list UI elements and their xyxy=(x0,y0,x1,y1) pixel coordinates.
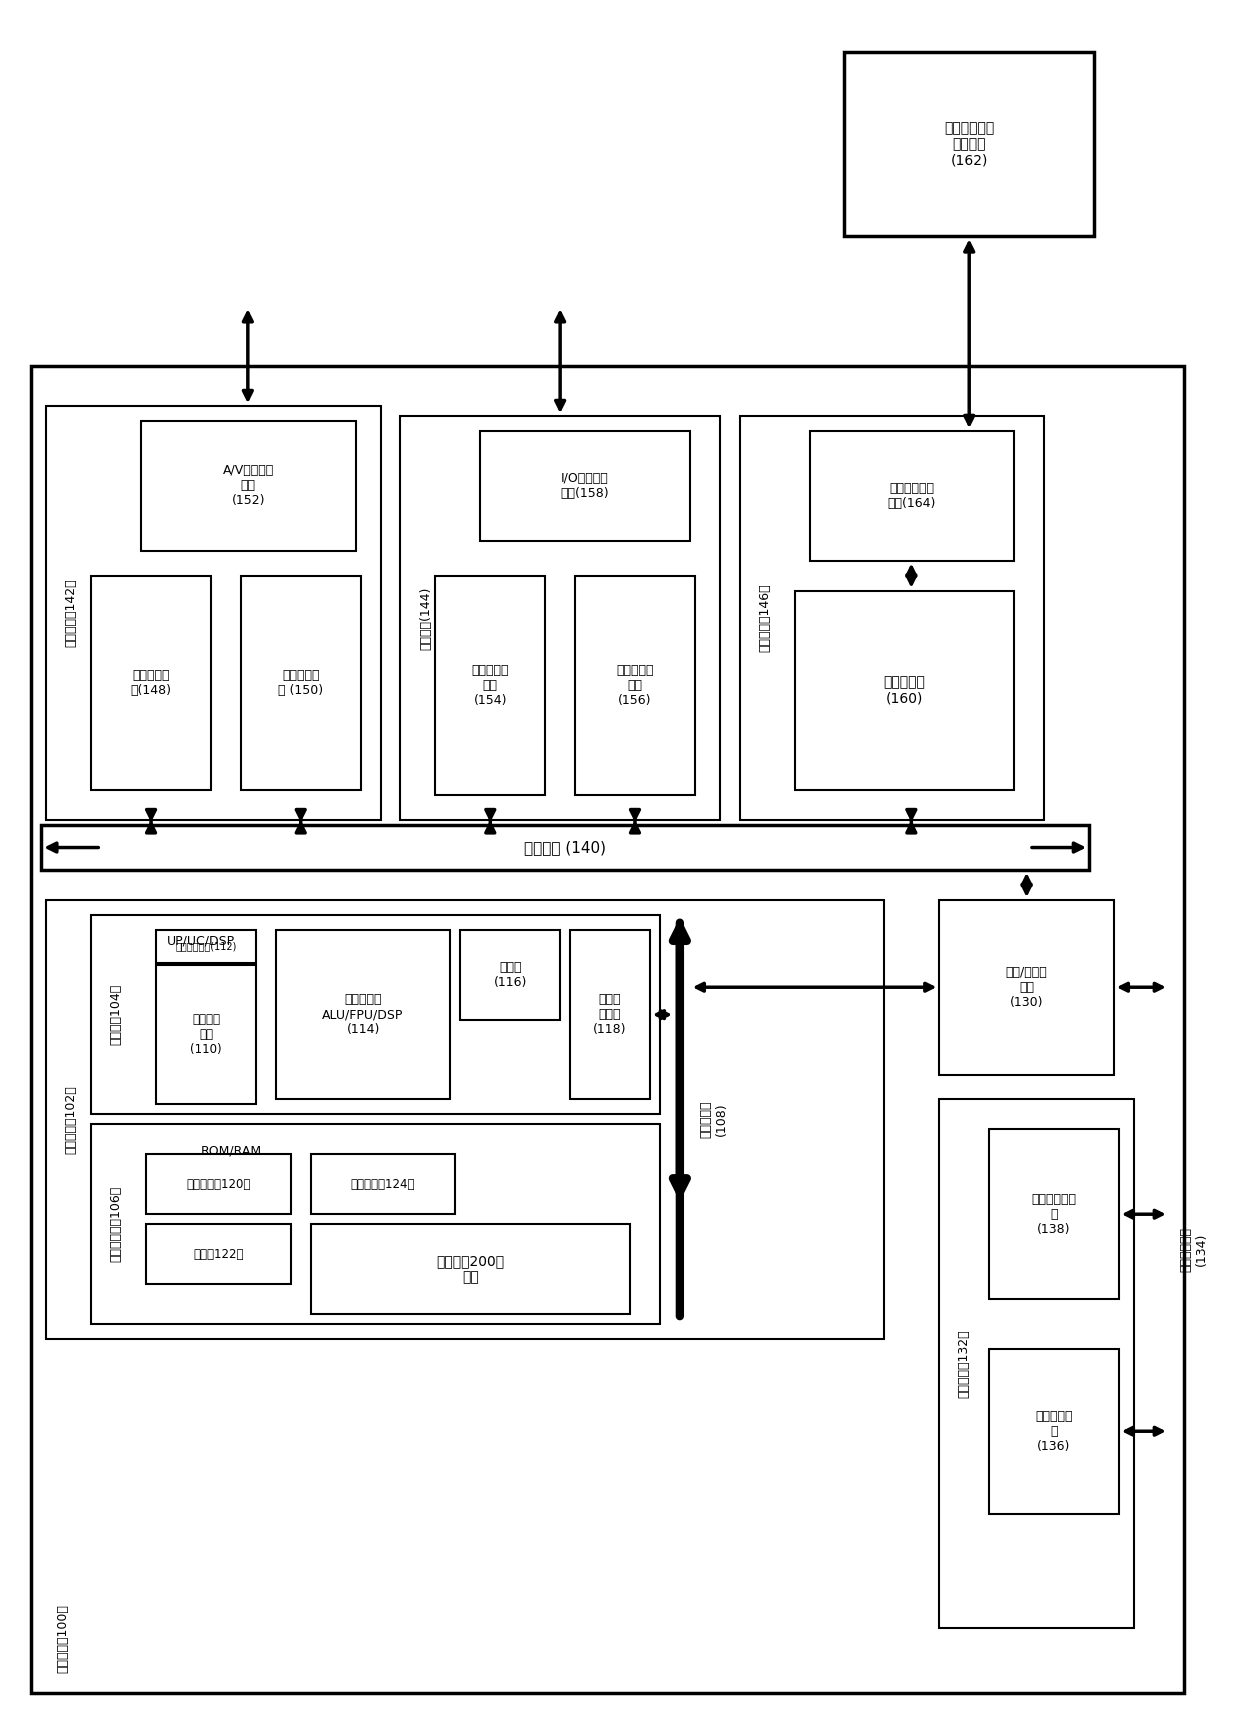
Text: UP/UC/DSP: UP/UC/DSP xyxy=(167,935,236,947)
Text: 系统存储器（106）: 系统存储器（106） xyxy=(109,1186,123,1263)
Text: 应用（122）: 应用（122） xyxy=(193,1247,243,1261)
Text: 基本配置（102）: 基本配置（102） xyxy=(64,1084,78,1154)
Bar xyxy=(844,52,1094,236)
Bar xyxy=(92,1124,660,1323)
Bar xyxy=(990,1129,1118,1299)
Text: 图像处理单
元(148): 图像处理单 元(148) xyxy=(130,669,171,696)
Bar xyxy=(990,1349,1118,1514)
Text: 总线/接口控
制器
(130): 总线/接口控 制器 (130) xyxy=(1006,966,1048,1008)
Text: 并行接口控
制器
(156): 并行接口控 制器 (156) xyxy=(616,663,653,707)
Bar xyxy=(575,575,694,795)
Text: 通信端口（多
个）(164): 通信端口（多 个）(164) xyxy=(888,481,936,509)
Text: A/V端口（多
个）
(152): A/V端口（多 个） (152) xyxy=(223,464,274,507)
Text: 处理器核心
ALU/FPU/DSP
(114): 处理器核心 ALU/FPU/DSP (114) xyxy=(322,992,404,1036)
Text: 外围接口(144): 外围接口(144) xyxy=(419,587,432,650)
Bar xyxy=(460,930,560,1020)
Bar xyxy=(570,930,650,1100)
Text: 输出设备（142）: 输出设备（142） xyxy=(64,578,78,648)
Text: ROM/RAM: ROM/RAM xyxy=(201,1145,262,1157)
Text: 计算设备（100）: 计算设备（100） xyxy=(56,1604,69,1673)
Text: 网络控制器
(160): 网络控制器 (160) xyxy=(883,675,925,705)
Text: 处理器（104）: 处理器（104） xyxy=(109,984,123,1046)
Bar xyxy=(275,930,450,1100)
Bar xyxy=(92,914,660,1114)
Text: 其他计算设备
（多个）
(162): 其他计算设备 （多个） (162) xyxy=(944,121,994,168)
Bar xyxy=(435,575,546,795)
Bar xyxy=(939,901,1114,1074)
Bar xyxy=(46,405,381,821)
Bar xyxy=(41,824,1089,869)
Bar xyxy=(156,965,255,1105)
Text: 接口总线 (140): 接口总线 (140) xyxy=(525,840,606,856)
Text: 储存接口总线
(134): 储存接口总线 (134) xyxy=(1179,1226,1208,1271)
Bar xyxy=(480,431,689,540)
Bar xyxy=(146,1225,290,1283)
Text: 存储器总线
(108): 存储器总线 (108) xyxy=(699,1100,728,1138)
Text: 串行接口控
制器
(154): 串行接口控 制器 (154) xyxy=(471,663,510,707)
Bar xyxy=(939,1100,1133,1628)
Text: 音频处理单
元 (150): 音频处理单 元 (150) xyxy=(278,669,324,696)
Bar xyxy=(156,930,255,963)
Text: 一级高速
缓存
(110): 一级高速 缓存 (110) xyxy=(190,1013,222,1057)
Bar xyxy=(795,591,1014,790)
Text: 可移除储存
器
(136): 可移除储存 器 (136) xyxy=(1035,1410,1073,1453)
Text: I/O端口（多
个）(158): I/O端口（多 个）(158) xyxy=(560,471,609,501)
Text: 通信设备（146）: 通信设备（146） xyxy=(758,584,771,653)
Bar xyxy=(241,575,361,790)
Text: 执行方法200的
指令: 执行方法200的 指令 xyxy=(436,1254,505,1283)
Bar xyxy=(92,575,211,790)
Text: 不可移除储存
器
(138): 不可移除储存 器 (138) xyxy=(1032,1193,1076,1235)
Bar xyxy=(141,421,356,551)
Text: 存储器
控制器
(118): 存储器 控制器 (118) xyxy=(593,992,626,1036)
Text: 程序数据（124）: 程序数据（124） xyxy=(351,1178,415,1192)
Bar xyxy=(146,1154,290,1214)
Bar xyxy=(740,416,1044,821)
Bar xyxy=(810,431,1014,561)
Text: 操作系统（120）: 操作系统（120） xyxy=(186,1178,250,1192)
Bar xyxy=(311,1225,630,1315)
Bar xyxy=(31,365,1184,1694)
Bar xyxy=(46,901,884,1339)
Text: 二级高速缓存(112): 二级高速缓存(112) xyxy=(175,940,237,951)
Text: 寄存器
(116): 寄存器 (116) xyxy=(494,961,527,989)
Text: 储存设备（132）: 储存设备（132） xyxy=(957,1330,971,1398)
Bar xyxy=(401,416,719,821)
Bar xyxy=(311,1154,455,1214)
